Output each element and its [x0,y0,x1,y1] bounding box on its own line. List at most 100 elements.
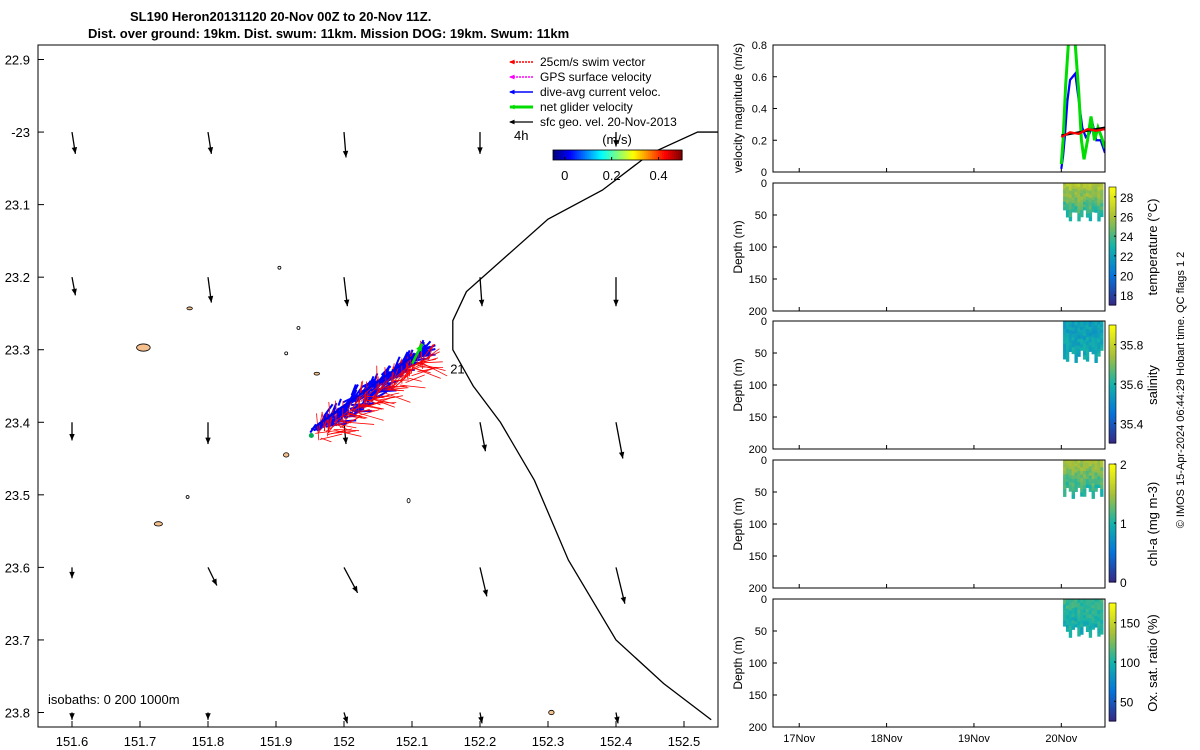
swim-vector [421,358,436,363]
profile-data-cell [1094,621,1098,625]
geo-current-arrowhead [207,295,214,303]
profile-colorbar-segment [1109,282,1116,286]
profile-data-cell [1083,485,1087,490]
profile-data-cell [1068,342,1073,346]
profile-data-cell [1097,613,1101,619]
profile-colorbar-segment [1109,329,1116,333]
swim-vector [387,385,408,388]
profile-colorbar-segment [1109,605,1116,609]
profile-y-tick-label: 100 [749,242,767,254]
profile-colorbar-segment [1109,398,1116,402]
profile-data-cell [1074,607,1078,611]
profile-data-cell [1094,618,1098,622]
colorbar-segment [645,150,649,160]
dive-avg-current-vector [349,384,359,401]
profile-data-cell [1088,194,1093,199]
profile-data-cell [1100,329,1104,334]
profile-data-cell [1068,602,1073,608]
profile-colorbar-segment [1109,691,1116,695]
profile-data-cell [1080,203,1084,208]
swim-vector [361,403,384,410]
profile-data-cell [1088,488,1093,492]
profile-colorbar-segment [1109,634,1116,639]
profile-colorbar-segment [1109,206,1116,210]
profile-data-cell [1088,460,1093,464]
swim-vector [374,392,400,399]
colorbar-segment [657,150,661,160]
profile-colorbar-segment [1109,263,1116,267]
profile-data-cell [1068,186,1073,192]
profile-data-cell [1065,615,1070,619]
profile-colorbar-segment [1109,273,1116,277]
profile-data-cell [1068,469,1073,473]
geo-current-arrowhead [211,578,217,586]
geo-current-arrowhead [69,433,75,441]
profile-data-cell [1074,460,1078,464]
geo-current-arrowhead [613,299,619,307]
profile-data-cell [1097,484,1101,488]
profile-data-cell [1085,465,1090,469]
profile-data-cell [1077,470,1081,475]
legend-swatch-head [509,74,515,80]
profile-data-cell [1074,337,1078,343]
swim-vector [338,418,357,426]
profile-data-cell [1085,628,1090,633]
glider-track [310,348,423,431]
map-x-tick-label: 152.3 [532,734,565,749]
profile-data-cell [1094,350,1098,355]
profile-data-cell [1085,349,1090,354]
profile-data-cell [1071,183,1075,187]
profile-data-cell [1065,460,1070,464]
dive-avg-current-vector [337,398,342,406]
profile-colorbar-segment [1109,689,1116,693]
map-y-tick-label: -23 [11,125,30,140]
profile-data-cell [1091,321,1095,325]
profile-data-cell [1063,204,1067,208]
profile-colorbar-segment [1109,366,1116,370]
profile-data-cell [1080,210,1084,214]
profile-data-cell [1091,185,1095,190]
profile-data-cell [1088,621,1093,627]
profile-data-cell [1068,625,1073,631]
profile-colorbar-segment [1109,488,1116,492]
geo-current-arrowhead [614,716,620,724]
swim-vector [319,433,343,440]
profile-colorbar-tick-label: 24 [1120,230,1134,244]
profile-data-cell [1100,209,1104,214]
swim-vector [327,419,330,430]
profile-data-cell [1071,324,1075,329]
profile-colorbar-segment [1109,258,1116,262]
profile-data-cell [1100,189,1104,194]
geo-current-arrowhead [342,150,349,158]
profile-data-cell [1088,183,1093,188]
profile-data-cell [1097,186,1101,192]
colorbar-segment [555,150,558,160]
profile-colorbar-segment [1109,364,1116,368]
profile-data-cell [1077,342,1081,347]
profile-data-cell [1083,470,1087,476]
colorbar-segment [563,150,566,160]
profile-frame [772,459,1106,589]
colorbar-segment [613,150,617,160]
profile-colorbar-tick-label: 20 [1120,270,1134,284]
profile-colorbar-segment [1109,430,1116,434]
profile-data-cell [1080,602,1084,607]
profile-data-cell [1077,338,1081,343]
profile-data-cell [1085,321,1090,326]
reef-island [296,326,301,330]
profile-data-cell [1100,347,1104,351]
profile-data-cell [1083,336,1087,341]
swim-vector [377,395,403,401]
profile-data-cell [1065,186,1070,191]
geo-current-arrowhead [69,571,75,579]
geo-current-arrowhead [481,444,487,452]
profile-colorbar-segment [1109,654,1116,658]
profile-y-tick-label: 150 [749,551,767,563]
profile-colorbar-segment [1109,486,1116,490]
profile-data-cell [1068,333,1073,337]
profile-data-cell [1097,198,1101,203]
swim-vector [425,361,443,364]
profile-data-cell [1080,329,1084,334]
profile-data-cell [1091,605,1095,609]
profile-colorbar-segment [1109,542,1116,546]
